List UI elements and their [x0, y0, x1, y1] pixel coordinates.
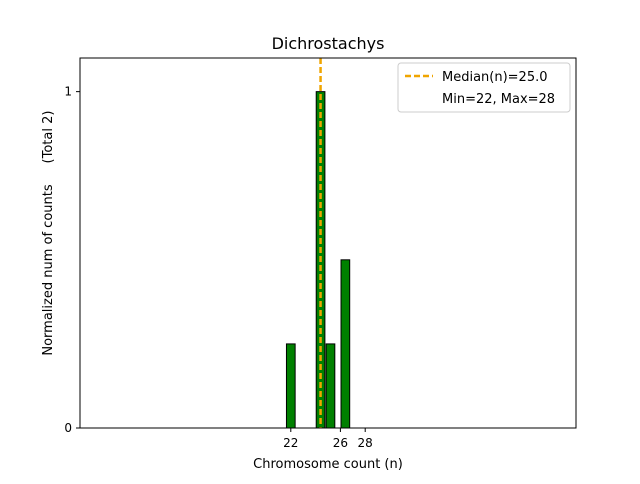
bar-0 — [285, 343, 296, 429]
x-tick-label-26: 26 — [333, 436, 348, 450]
legend-box — [397, 62, 571, 113]
y-axis-ticks: 01 — [64, 85, 80, 435]
bar-2 — [325, 343, 336, 429]
y-tick-label-1: 1 — [64, 85, 72, 99]
plot-frame — [79, 57, 577, 429]
bars-group — [285, 91, 351, 429]
y-tick-label-0: 0 — [64, 421, 72, 435]
legend: Median(n)=25.0 Min=22, Max=28 — [397, 62, 571, 113]
legend-range-label: Min=22, Max=28 — [442, 92, 555, 107]
y-axis-label: Normalized num of counts — [41, 184, 56, 355]
y-axis-total-label: (Total 2) — [41, 111, 56, 164]
x-tick-label-22: 22 — [283, 436, 298, 450]
chart-title: Dichrostachys — [272, 34, 385, 53]
bar-3 — [340, 259, 351, 429]
legend-median-label: Median(n)=25.0 — [442, 70, 548, 85]
x-axis-ticks: 22 26 28 — [283, 428, 373, 450]
x-axis-label: Chromosome count (n) — [253, 457, 403, 472]
x-tick-label-28: 28 — [358, 436, 373, 450]
